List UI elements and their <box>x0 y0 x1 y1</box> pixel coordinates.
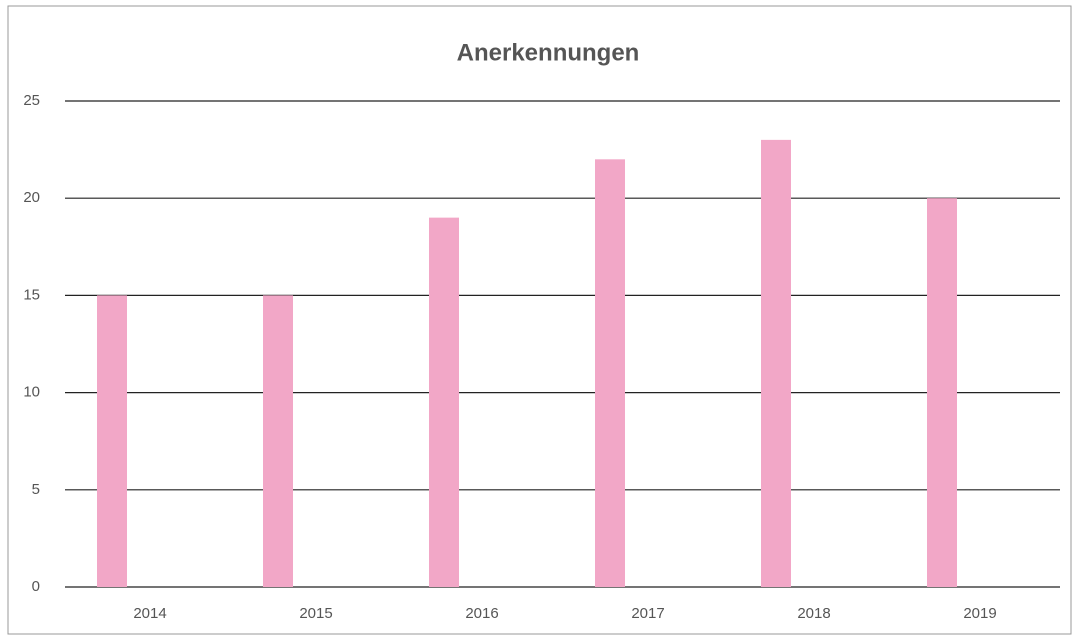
bar <box>927 198 957 587</box>
bar <box>97 295 127 587</box>
y-tick-label: 10 <box>23 384 40 401</box>
x-tick-label: 2014 <box>133 605 166 622</box>
chart-border <box>7 5 1072 635</box>
x-tick-label: 2015 <box>299 605 332 622</box>
y-tick-label: 15 <box>23 286 40 303</box>
y-tick-label: 5 <box>32 481 40 498</box>
bar <box>595 159 625 587</box>
y-tick-label: 20 <box>23 189 40 206</box>
bar <box>263 295 293 587</box>
x-tick-label: 2018 <box>797 605 830 622</box>
bar <box>429 217 459 587</box>
chart-title: Anerkennungen <box>457 39 640 66</box>
y-tick-label: 25 <box>23 92 40 109</box>
x-tick-label: 2017 <box>631 605 664 622</box>
x-tick-label: 2016 <box>465 605 498 622</box>
y-tick-label: 0 <box>32 578 40 595</box>
bar <box>761 139 791 587</box>
x-tick-label: 2019 <box>963 605 996 622</box>
